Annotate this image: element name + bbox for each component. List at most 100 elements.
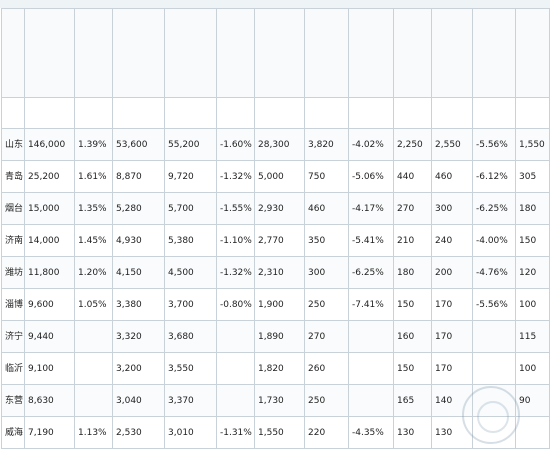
value-cell: 28,300 [254, 128, 305, 161]
value-cell: 120 [515, 256, 550, 289]
value-cell: 220 [304, 416, 349, 449]
region-cell: 临沂 [1, 352, 25, 385]
region-cell: 潍坊 [1, 256, 25, 289]
value-cell [74, 352, 113, 385]
value-cell: 3,680 [164, 320, 217, 353]
table-row: 青岛 25,200 1.61% 8,870 9,720 -1.32% 5,000 750 -5.… [1, 160, 550, 193]
value-cell: 11,800 [24, 256, 75, 289]
region-cell: 淄博 [1, 288, 25, 321]
title-strip [0, 0, 550, 8]
table-row: 淄博 9,600 1.05% 3,380 3,700 -0.80% 1,900 250 -7.4… [1, 288, 550, 321]
value-cell [216, 320, 255, 353]
value-cell: 5,700 [164, 192, 217, 225]
value-cell: 4,930 [112, 224, 165, 257]
value-cell: 7,190 [24, 416, 75, 449]
value-cell: -4.76% [472, 256, 516, 289]
value-cell: 53,600 [112, 128, 165, 161]
header-cell [112, 8, 165, 98]
value-cell: 100 [515, 288, 550, 321]
value-cell: 350 [304, 224, 349, 257]
value-cell: -1.32% [216, 256, 255, 289]
value-cell: 2,530 [112, 416, 165, 449]
table-row: 临沂 9,100 3,200 3,550 1,820 260 150 170 100 [1, 352, 550, 385]
value-cell: 90 [515, 384, 550, 417]
value-cell [216, 384, 255, 417]
region-cell: 青岛 [1, 160, 25, 193]
header-cell [216, 8, 255, 98]
value-cell: -6.25% [348, 256, 394, 289]
value-cell [472, 320, 516, 353]
value-cell: 150 [515, 224, 550, 257]
value-cell: 150 [393, 352, 432, 385]
value-cell: 150 [393, 288, 432, 321]
value-cell: 9,440 [24, 320, 75, 353]
value-cell: 270 [393, 192, 432, 225]
value-cell: 3,820 [304, 128, 349, 161]
value-cell: 270 [304, 320, 349, 353]
table-row: 山东 146,000 1.39% 53,600 55,200 -1.60% 28,300 3,… [1, 128, 550, 161]
value-cell: 130 [431, 416, 473, 449]
value-cell: 1,820 [254, 352, 305, 385]
region-cell: 威海 [1, 416, 25, 449]
value-cell: 300 [431, 192, 473, 225]
table-row: 潍坊 11,800 1.20% 4,150 4,500 -1.32% 2,310 300 -6.… [1, 256, 550, 289]
value-cell: -4.02% [348, 128, 394, 161]
value-cell: -1.60% [216, 128, 255, 161]
header-cell [164, 8, 217, 98]
table-row: 威海 7,190 1.13% 2,530 3,010 -1.31% 1,550 220 -4.3… [1, 416, 550, 449]
value-cell: 4,150 [112, 256, 165, 289]
value-cell: 1.61% [74, 160, 113, 193]
value-cell: 2,250 [393, 128, 432, 161]
table-header [1, 8, 550, 98]
value-cell: 5,380 [164, 224, 217, 257]
value-cell [348, 352, 394, 385]
value-cell: 3,370 [164, 384, 217, 417]
value-cell: -1.32% [216, 160, 255, 193]
value-cell [515, 416, 550, 449]
value-cell: 260 [304, 352, 349, 385]
value-cell: 1.39% [74, 128, 113, 161]
value-cell: -4.17% [348, 192, 394, 225]
value-cell: 250 [304, 384, 349, 417]
value-cell: 1.05% [74, 288, 113, 321]
wealth-table: 山东 146,000 1.39% 53,600 55,200 -1.60% 28,300 3,… [1, 8, 550, 449]
value-cell: -5.41% [348, 224, 394, 257]
header-cell [393, 8, 432, 98]
value-cell: 15,000 [24, 192, 75, 225]
value-cell: 25,200 [24, 160, 75, 193]
value-cell: -5.06% [348, 160, 394, 193]
value-cell: 160 [393, 320, 432, 353]
table-body: 山东 146,000 1.39% 53,600 55,200 -1.60% 28,300 3,… [1, 97, 550, 449]
value-cell [348, 320, 394, 353]
value-cell: -0.80% [216, 288, 255, 321]
value-cell: 14,000 [24, 224, 75, 257]
value-cell: -1.31% [216, 416, 255, 449]
header-cell [431, 8, 473, 98]
value-cell: 250 [304, 288, 349, 321]
value-cell: 8,870 [112, 160, 165, 193]
header-cell [304, 8, 349, 98]
header-cell [348, 8, 394, 98]
value-cell: 460 [304, 192, 349, 225]
region-cell: 济南 [1, 224, 25, 257]
value-cell: -5.56% [472, 288, 516, 321]
table-row: 济宁 9,440 3,320 3,680 1,890 270 160 170 115 [1, 320, 550, 353]
value-cell [74, 384, 113, 417]
header-cell [472, 8, 516, 98]
value-cell: 3,550 [164, 352, 217, 385]
value-cell: 440 [393, 160, 432, 193]
header-cell [515, 8, 550, 98]
table-row: 济南 14,000 1.45% 4,930 5,380 -1.10% 2,770 350 -5.… [1, 224, 550, 257]
value-cell: -7.41% [348, 288, 394, 321]
value-cell [348, 384, 394, 417]
value-cell: 1,890 [254, 320, 305, 353]
value-cell: 1,900 [254, 288, 305, 321]
value-cell: 210 [393, 224, 432, 257]
value-cell: 170 [431, 288, 473, 321]
value-cell: 9,720 [164, 160, 217, 193]
value-cell [472, 352, 516, 385]
value-cell: 55,200 [164, 128, 217, 161]
region-cell: 东营 [1, 384, 25, 417]
value-cell: -4.00% [472, 224, 516, 257]
